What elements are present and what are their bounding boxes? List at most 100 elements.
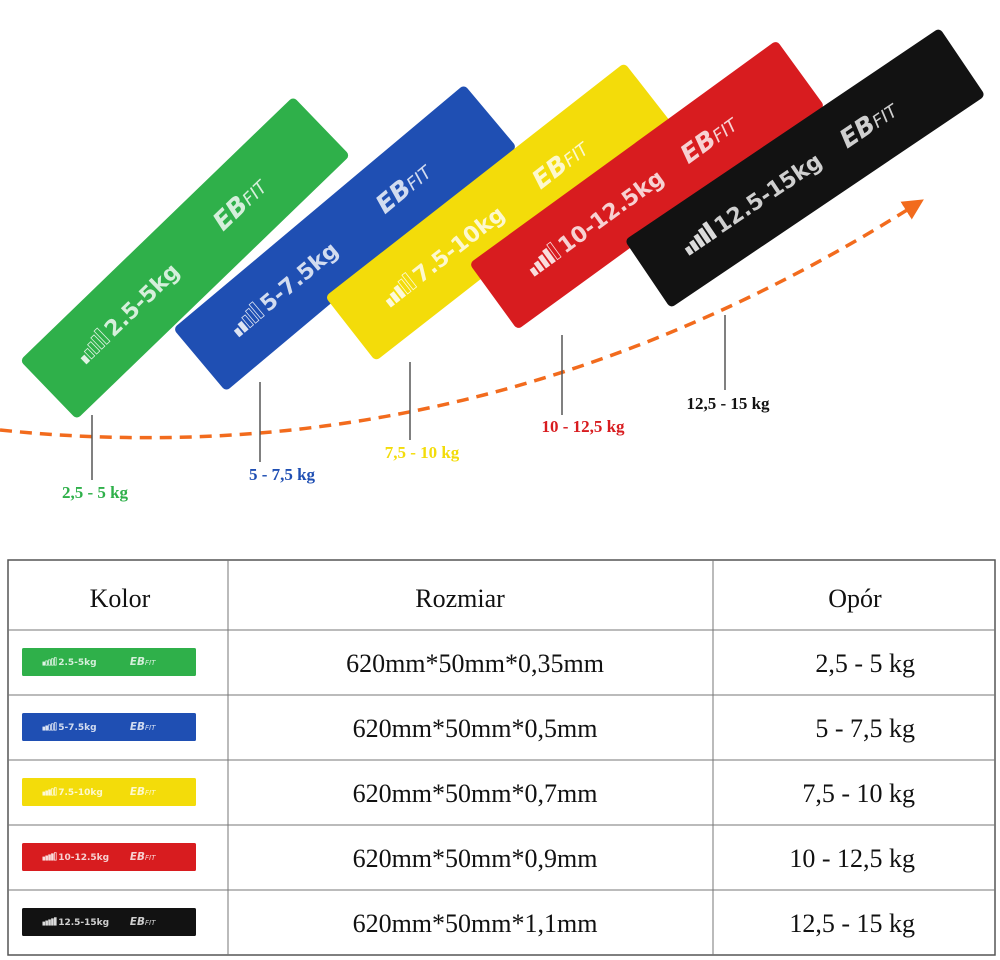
brand-logo: EBFIT xyxy=(130,851,156,863)
level-bar xyxy=(248,301,265,320)
level-icon xyxy=(385,271,418,308)
band-body xyxy=(471,42,823,328)
column-header: Kolor xyxy=(90,584,151,613)
level-bar xyxy=(51,788,54,796)
level-icon xyxy=(42,657,57,666)
level-bar xyxy=(546,241,562,261)
band-body xyxy=(22,908,196,936)
level-bar xyxy=(48,854,51,861)
size-cell: 620mm*50mm*0,35mm xyxy=(346,649,604,678)
level-icon xyxy=(529,241,562,277)
table-border xyxy=(7,559,996,956)
level-bar xyxy=(702,221,718,240)
brand-mark: EB xyxy=(130,851,145,863)
level-bar xyxy=(393,284,407,299)
resistance-cell: 5 - 7,5 kg xyxy=(815,714,915,743)
size-cell: 620mm*50mm*0,5mm xyxy=(353,714,598,743)
level-icon xyxy=(233,301,265,338)
level-bar xyxy=(51,853,54,861)
level-bar xyxy=(48,789,51,796)
level-bar xyxy=(48,659,51,666)
level-bar xyxy=(684,245,694,256)
level-bar xyxy=(533,260,545,273)
brand-suffix: FIT xyxy=(145,918,156,927)
brand-mark: EB xyxy=(130,656,145,668)
brand-suffix: FIT xyxy=(145,853,156,862)
level-bar xyxy=(244,307,260,324)
level-icon xyxy=(80,327,111,365)
level-bar xyxy=(389,291,401,304)
band-body xyxy=(22,843,196,871)
level-bar xyxy=(42,921,46,926)
level-bar xyxy=(542,247,556,265)
level-bar xyxy=(80,354,91,365)
level-bar xyxy=(51,918,54,926)
level-bar xyxy=(241,314,255,329)
level-bar xyxy=(42,856,46,861)
level-bar xyxy=(45,790,48,796)
brand-logo: EBFIT xyxy=(130,721,156,733)
size-cell: 620mm*50mm*0,7mm xyxy=(353,779,598,808)
level-bar xyxy=(83,347,96,360)
level-bar xyxy=(42,661,46,666)
level-bar xyxy=(54,787,57,796)
column-header: Opór xyxy=(828,584,882,613)
band-swatch: 12.5-15kg EBFIT xyxy=(22,908,196,936)
band-label: 2.5-5kg xyxy=(58,658,96,668)
brand-mark: EB xyxy=(130,721,145,733)
brand-logo: EBFIT xyxy=(130,656,156,668)
level-bar xyxy=(693,233,706,248)
level-bar xyxy=(48,724,51,731)
level-bar xyxy=(54,917,57,926)
band-label: 12.5-15kg xyxy=(58,918,109,928)
resistance-cell: 12,5 - 15 kg xyxy=(789,909,915,938)
band-body xyxy=(175,86,515,390)
brand-logo: EBFIT xyxy=(130,786,156,798)
callout-label: 12,5 - 15 kg xyxy=(686,394,770,413)
brand-suffix: FIT xyxy=(145,658,156,667)
band-body xyxy=(21,98,349,418)
level-bar xyxy=(45,855,48,861)
callout-label: 5 - 7,5 kg xyxy=(249,465,316,484)
band-swatch: 5-7.5kg EBFIT xyxy=(22,713,196,741)
band-label: 10-12.5kg xyxy=(58,853,109,863)
level-bar xyxy=(529,266,539,277)
callout-label: 2,5 - 5 kg xyxy=(62,483,129,502)
band-swatch: 2.5-5kg EBFIT xyxy=(22,648,196,676)
brand-logo: EBFIT xyxy=(130,916,156,928)
level-icon xyxy=(42,917,57,926)
level-bar xyxy=(93,327,111,345)
level-icon xyxy=(42,787,57,796)
resistance-cell: 7,5 - 10 kg xyxy=(802,779,915,808)
level-bar xyxy=(48,919,51,926)
level-icon xyxy=(42,852,57,861)
band-label: 5-7.5kg xyxy=(58,723,96,733)
column-header: Rozmiar xyxy=(415,584,505,613)
level-bar xyxy=(90,334,106,350)
band-label: 7.5-10kg xyxy=(58,788,103,798)
level-bar xyxy=(42,791,46,796)
level-bar xyxy=(689,239,700,252)
resistance-cell: 2,5 - 5 kg xyxy=(815,649,915,678)
brand-suffix: FIT xyxy=(145,723,156,732)
level-icon xyxy=(42,722,57,731)
level-bar xyxy=(401,271,418,291)
size-cell: 620mm*50mm*1,1mm xyxy=(353,909,598,938)
brand-mark: EB xyxy=(130,916,145,928)
level-bar xyxy=(87,341,101,355)
callout-label: 7,5 - 10 kg xyxy=(385,443,460,462)
band-body xyxy=(22,713,196,741)
level-bar xyxy=(397,278,412,295)
callout-label: 10 - 12,5 kg xyxy=(541,417,625,436)
level-bar xyxy=(537,254,551,269)
size-cell: 620mm*50mm*0,9mm xyxy=(353,844,598,873)
level-bar xyxy=(42,726,46,731)
level-bar xyxy=(45,660,48,666)
band-body xyxy=(327,64,673,360)
level-bar xyxy=(233,327,244,338)
